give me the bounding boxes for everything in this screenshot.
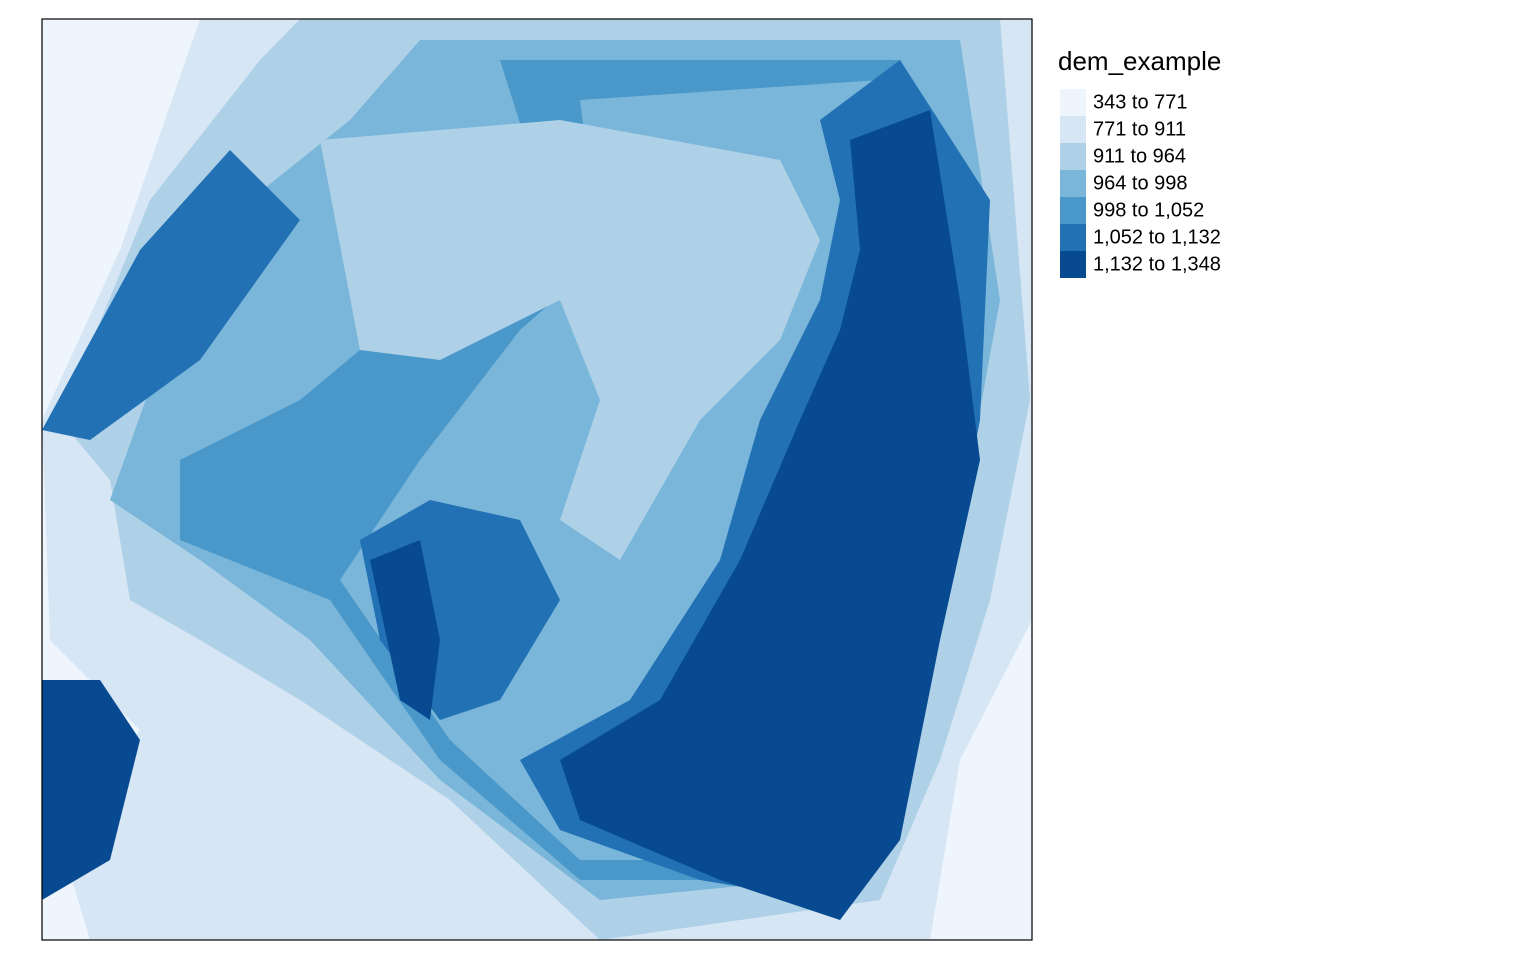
legend: 343 to 771 771 to 911 911 to 964 964 to 998… [1060,89,1221,278]
legend-title: dem_example [1058,46,1221,76]
legend-swatch [1060,143,1086,170]
map-frame [41,18,1033,941]
legend-label: 1,052 to 1,132 [1093,226,1221,248]
legend-swatch [1060,89,1086,116]
legend-swatch [1060,116,1086,143]
legend-swatch [1060,224,1086,251]
legend-label: 1,132 to 1,348 [1093,253,1221,275]
legend-label: 771 to 911 [1093,118,1186,140]
legend-label: 998 to 1,052 [1093,199,1204,221]
elevation-zone [42,680,140,900]
legend-swatch [1060,251,1086,278]
elevation-zone [560,110,980,920]
elevation-zone [320,120,820,560]
legend-label: 343 to 771 [1093,91,1188,113]
legend-swatch [1060,197,1086,224]
elevation-zone [42,150,300,440]
legend-label: 964 to 998 [1093,172,1188,194]
legend-swatch [1060,170,1086,197]
elevation-map [42,19,1032,940]
legend-label: 911 to 964 [1093,145,1186,167]
elevation-zone [370,540,440,720]
